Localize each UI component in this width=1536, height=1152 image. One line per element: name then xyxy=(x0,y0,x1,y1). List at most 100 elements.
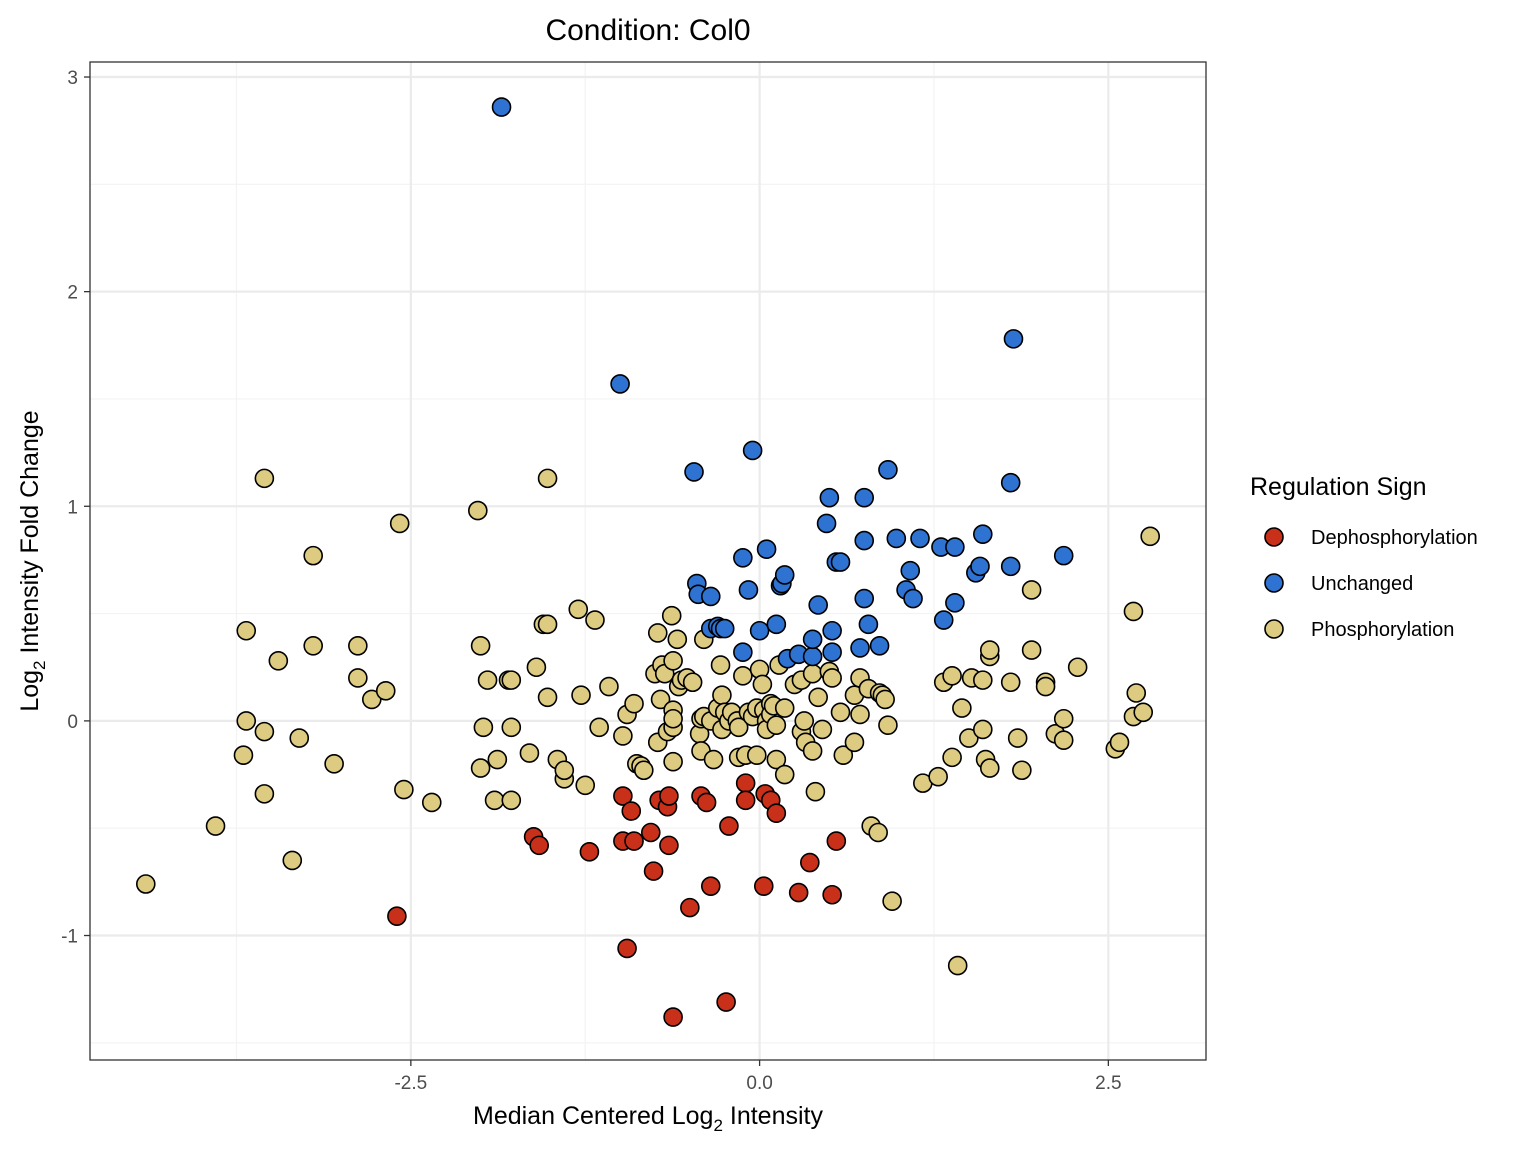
point-unchanged xyxy=(714,618,735,639)
point-phosphorylation xyxy=(979,758,1000,778)
point-phosphorylation xyxy=(470,758,491,778)
legend-key-dephosphorylation xyxy=(1264,527,1284,547)
point-phosphorylation xyxy=(667,629,688,650)
point-phosphorylation xyxy=(634,760,654,781)
point-phosphorylation xyxy=(236,711,257,731)
point-phosphorylation xyxy=(802,663,823,684)
point-phosphorylation xyxy=(844,732,865,753)
point-unchanged xyxy=(1053,545,1074,566)
point-phosphorylation xyxy=(526,657,547,678)
point-unchanged xyxy=(733,642,753,663)
point-phosphorylation xyxy=(589,717,609,738)
point-phosphorylation xyxy=(733,666,753,686)
legend-key-unchanged xyxy=(1264,573,1284,593)
legend-key-phosphorylation xyxy=(1264,619,1284,639)
x-axis-title: Median Centered Log2 Intensity xyxy=(473,1102,823,1135)
point-phosphorylation xyxy=(470,635,491,656)
point-phosphorylation xyxy=(282,850,303,871)
point-phosphorylation xyxy=(794,711,815,731)
point-unchanged xyxy=(850,638,870,658)
point-phosphorylation xyxy=(802,741,823,761)
point-phosphorylation xyxy=(752,674,773,695)
point-phosphorylation xyxy=(661,605,682,626)
point-phosphorylation xyxy=(501,670,522,690)
point-phosphorylation xyxy=(303,545,324,566)
point-dephosphorylation xyxy=(822,884,842,905)
point-phosphorylation xyxy=(1053,708,1074,729)
point-phosphorylation xyxy=(952,698,972,718)
point-phosphorylation xyxy=(928,766,948,787)
point-phosphorylation xyxy=(585,610,605,630)
point-unchanged xyxy=(903,588,923,609)
point-phosphorylation xyxy=(1012,760,1032,781)
point-unchanged xyxy=(822,642,842,663)
y-axis-title: Log2 Intensity Fold Change xyxy=(16,410,49,711)
point-phosphorylation xyxy=(375,681,396,701)
point-unchanged xyxy=(854,588,875,609)
point-unchanged xyxy=(1000,472,1021,493)
point-dephosphorylation xyxy=(800,852,820,873)
point-phosphorylation xyxy=(774,698,795,718)
point-phosphorylation xyxy=(942,666,962,686)
point-phosphorylation xyxy=(868,822,888,843)
point-unchanged xyxy=(972,524,993,544)
point-phosphorylation xyxy=(254,784,275,804)
legend-item-unchanged: Unchanged xyxy=(1264,573,1413,595)
point-phosphorylation xyxy=(747,745,767,766)
point-unchanged xyxy=(700,586,721,607)
point-unchanged xyxy=(858,614,879,635)
point-dephosphorylation xyxy=(624,831,644,851)
point-dephosphorylation xyxy=(696,792,717,813)
legend-label-phosphorylation: Phosphorylation xyxy=(1311,619,1454,641)
tick-layer: -2.5 0.0 2.5 -1 0 1 2 3 xyxy=(61,68,1121,1094)
y-tick-label: -1 xyxy=(61,927,78,948)
point-phosphorylation xyxy=(972,719,993,740)
y-tick-label: 2 xyxy=(67,283,78,304)
point-unchanged xyxy=(869,635,890,656)
point-phosphorylation xyxy=(473,717,494,738)
point-dephosphorylation xyxy=(613,786,633,806)
point-phosphorylation xyxy=(236,620,257,641)
point-phosphorylation xyxy=(254,468,275,489)
point-phosphorylation xyxy=(1053,730,1074,751)
point-phosphorylation xyxy=(942,747,962,768)
point-dephosphorylation xyxy=(766,803,787,823)
point-phosphorylation xyxy=(833,745,854,766)
point-phosphorylation xyxy=(1133,702,1154,723)
x-tick-label: 0.0 xyxy=(746,1073,772,1094)
point-unchanged xyxy=(742,440,763,461)
point-phosphorylation xyxy=(568,599,589,620)
point-dephosphorylation xyxy=(700,876,721,896)
point-phosphorylation xyxy=(1035,676,1056,697)
point-phosphorylation xyxy=(468,500,488,521)
point-phosphorylation xyxy=(1007,728,1028,748)
point-layer xyxy=(136,97,1160,1027)
point-dephosphorylation xyxy=(640,822,661,843)
point-phosphorylation xyxy=(1021,580,1042,600)
point-phosphorylation xyxy=(477,670,498,690)
point-unchanged xyxy=(854,487,875,508)
point-dephosphorylation xyxy=(716,992,736,1012)
point-unchanged xyxy=(878,459,898,480)
point-phosphorylation xyxy=(487,749,508,770)
point-phosphorylation xyxy=(1123,601,1144,622)
point-phosphorylation xyxy=(389,513,410,534)
point-phosphorylation xyxy=(875,689,895,710)
point-dephosphorylation xyxy=(826,831,847,851)
point-unchanged xyxy=(756,539,777,559)
legend-item-phosphorylation: Phosphorylation xyxy=(1264,619,1454,641)
point-phosphorylation xyxy=(805,781,826,802)
point-unchanged xyxy=(684,462,704,482)
point-unchanged xyxy=(802,629,823,650)
point-phosphorylation xyxy=(268,650,289,671)
point-unchanged xyxy=(910,528,930,549)
point-phosphorylation xyxy=(348,668,368,688)
y-tick-label: 1 xyxy=(67,497,78,518)
legend-title: Regulation Sign xyxy=(1250,473,1427,501)
point-phosphorylation xyxy=(1067,657,1088,678)
point-phosphorylation xyxy=(878,715,898,735)
point-phosphorylation xyxy=(712,685,732,705)
point-phosphorylation xyxy=(1000,672,1021,693)
